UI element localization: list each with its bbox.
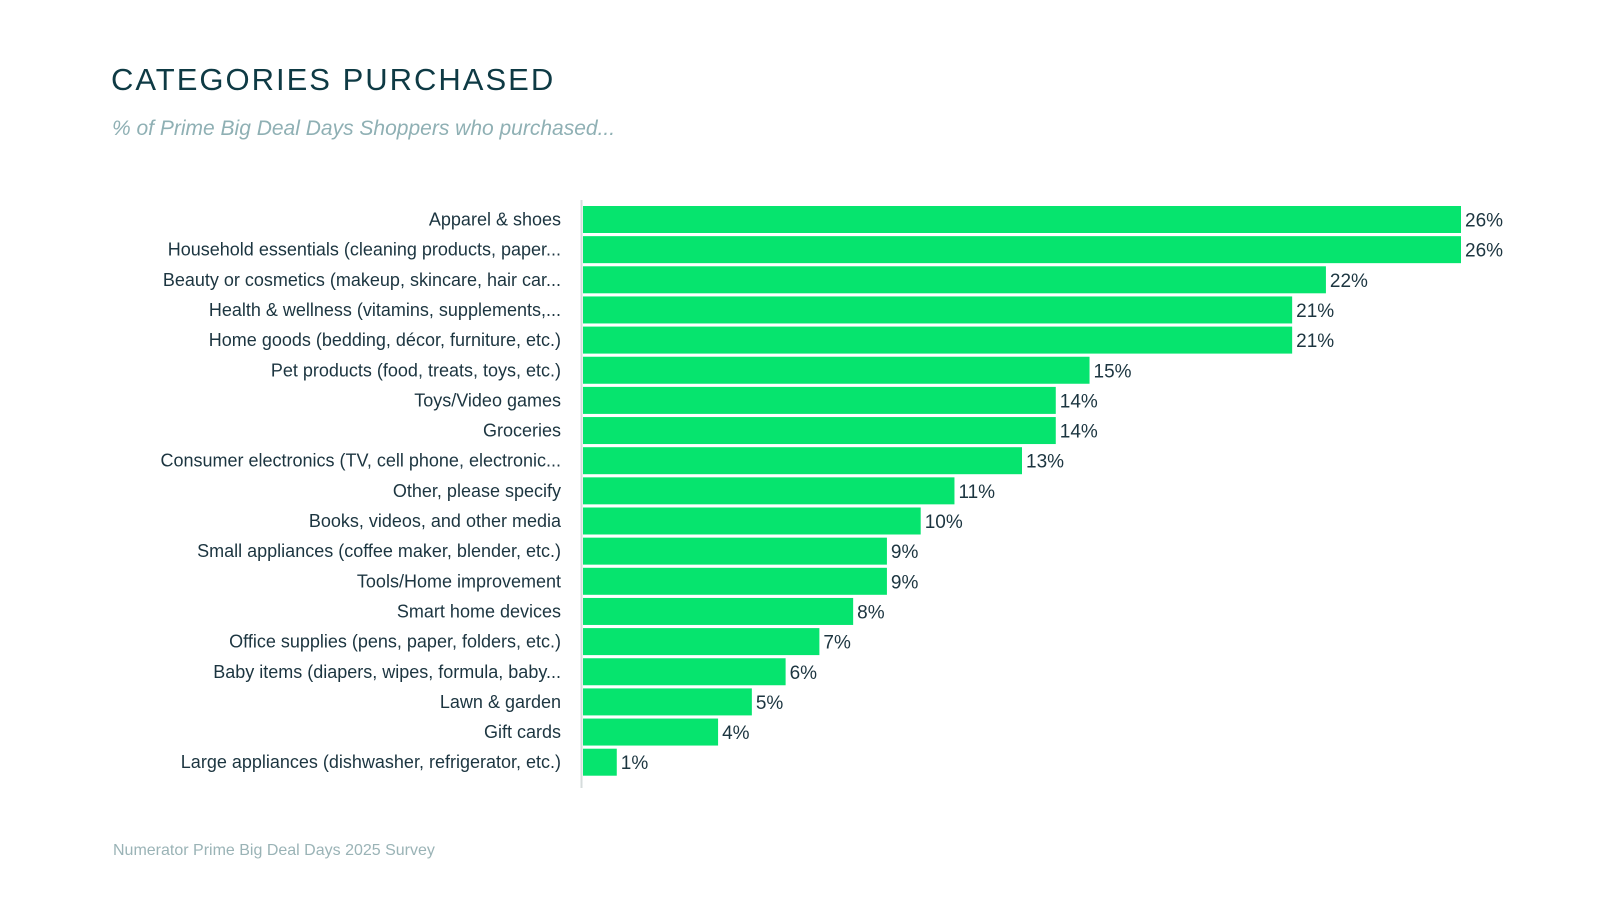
category-label: Large appliances (dishwasher, refrigerat… (181, 752, 561, 772)
value-label: 7% (823, 633, 851, 654)
value-label: 21% (1296, 301, 1334, 322)
value-label: 26% (1465, 241, 1503, 262)
value-label: 22% (1330, 271, 1368, 292)
category-label: Smart home devices (397, 601, 561, 621)
bar (583, 447, 1022, 475)
bar (583, 386, 1056, 414)
value-label: 26% (1465, 211, 1503, 232)
value-label: 21% (1296, 331, 1334, 352)
bar (583, 718, 719, 746)
category-label: Lawn & garden (440, 692, 561, 712)
bar (583, 326, 1293, 354)
value-label: 4% (722, 723, 750, 744)
value-label: 14% (1060, 391, 1098, 412)
category-label: Consumer electronics (TV, cell phone, el… (160, 451, 561, 471)
category-label: Health & wellness (vitamins, supplements… (209, 300, 561, 320)
bar (583, 206, 1461, 233)
category-label: Household essentials (cleaning products,… (168, 240, 561, 260)
category-label: Gift cards (484, 722, 561, 742)
category-label: Groceries (483, 421, 561, 441)
bar (583, 356, 1090, 384)
category-label: Small appliances (coffee maker, blender,… (197, 541, 561, 561)
category-label: Apparel & shoes (429, 210, 561, 230)
value-label: 13% (1026, 452, 1064, 473)
value-label: 5% (756, 693, 784, 714)
category-label: Tools/Home improvement (357, 571, 561, 591)
bar (583, 597, 854, 625)
bar (583, 748, 617, 776)
bar (583, 266, 1326, 294)
category-label: Pet products (food, treats, toys, etc.) (271, 360, 561, 380)
value-label: 9% (891, 572, 919, 593)
bar (583, 688, 752, 716)
value-label: 9% (891, 542, 919, 563)
chart-subtitle: % of Prime Big Deal Days Shoppers who pu… (112, 117, 616, 140)
bar (583, 567, 887, 595)
bar (583, 628, 820, 656)
bar (583, 507, 921, 535)
chart-source: Numerator Prime Big Deal Days 2025 Surve… (113, 842, 435, 859)
value-label: 1% (621, 753, 649, 774)
bar (583, 417, 1056, 445)
value-label: 8% (857, 602, 885, 623)
bar (583, 477, 955, 505)
value-label: 10% (925, 512, 963, 533)
value-label: 14% (1060, 422, 1098, 443)
bar (583, 296, 1293, 324)
bar (583, 658, 786, 686)
category-label: Baby items (diapers, wipes, formula, bab… (213, 662, 561, 682)
category-label: Office supplies (pens, paper, folders, e… (229, 632, 561, 652)
value-label: 11% (958, 482, 995, 503)
category-label: Beauty or cosmetics (makeup, skincare, h… (163, 270, 561, 290)
category-label: Books, videos, and other media (309, 511, 562, 531)
category-label: Other, please specify (393, 481, 561, 501)
bar (583, 236, 1461, 264)
category-label: Home goods (bedding, décor, furniture, e… (209, 330, 561, 350)
category-label: Toys/Video games (414, 390, 561, 410)
bar (583, 537, 887, 565)
value-label: 6% (790, 663, 818, 684)
chart-title: CATEGORIES PURCHASED (111, 62, 556, 97)
value-label: 15% (1094, 361, 1132, 382)
